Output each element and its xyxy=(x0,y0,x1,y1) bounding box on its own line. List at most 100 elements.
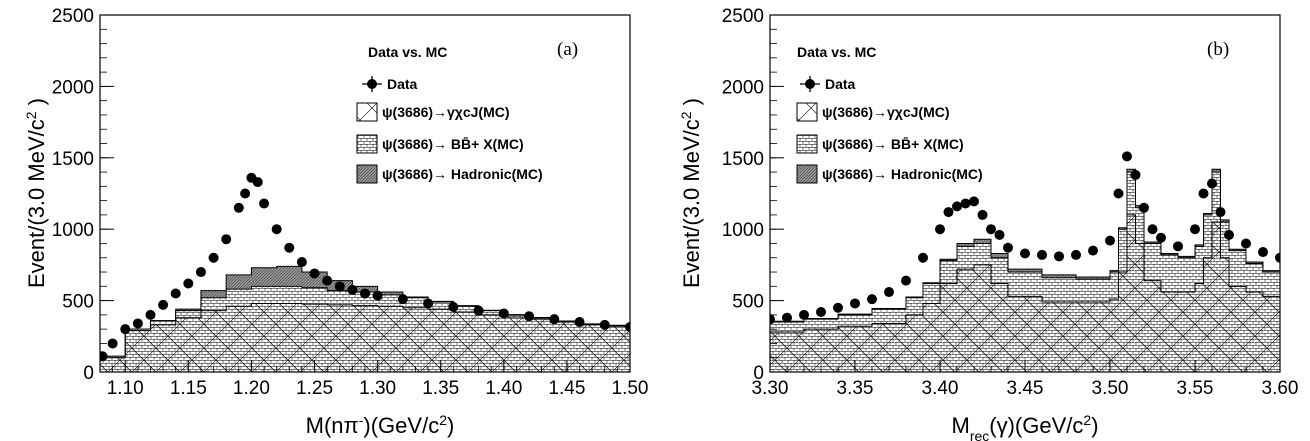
data-point xyxy=(935,224,945,235)
x-tick-label: 3.30 xyxy=(752,378,789,399)
chart-panel-a: 1.10 1.15 1.20 1.25 1.30 1.35 1.40 1.45 1.50 0 50… xyxy=(23,6,649,438)
x-tick-label: 1.25 xyxy=(296,378,333,399)
plot-area xyxy=(770,151,1280,372)
data-point xyxy=(1105,235,1115,246)
data-point xyxy=(360,288,370,299)
legend-bbbar-label: ψ(3686)→ BB̄+ X(MC) xyxy=(822,135,964,152)
data-point xyxy=(158,299,169,310)
x-tick-label: 3.55 xyxy=(1177,378,1214,399)
data-point xyxy=(1275,252,1280,263)
legend-hadronic-swatch xyxy=(356,164,378,184)
x-tick-label: 1.15 xyxy=(170,378,207,399)
legend: Data vs. MC Data ψ(3686)→γχcJ(MC) ψ(3686… xyxy=(356,44,543,184)
legend-chicj-swatch xyxy=(796,102,818,122)
x-tick-label: 1.10 xyxy=(107,378,144,399)
data-point xyxy=(284,242,295,253)
y-tick-label: 1500 xyxy=(52,149,94,170)
data-point xyxy=(952,201,962,212)
y-tick-label: 2500 xyxy=(722,6,764,27)
data-point xyxy=(816,307,826,318)
data-point xyxy=(448,302,459,313)
data-point xyxy=(969,196,979,207)
data-point xyxy=(498,308,509,319)
legend-data-marker-icon xyxy=(362,76,382,92)
data-point xyxy=(271,224,282,235)
x-tick-label: 1.20 xyxy=(233,378,270,399)
data-point xyxy=(994,229,1005,240)
data-point xyxy=(884,287,894,298)
x-axis-title: M(nπ-)(GeV/c2) xyxy=(306,412,455,438)
data-point xyxy=(1122,151,1132,162)
data-point xyxy=(782,312,792,323)
data-point xyxy=(986,224,996,235)
data-point xyxy=(183,278,194,289)
data-point xyxy=(1139,202,1149,213)
x-axis-title: Mrec(γ)(GeV/c2) xyxy=(951,412,1098,441)
data-point xyxy=(850,298,860,309)
data-point xyxy=(1147,224,1158,235)
data-point xyxy=(599,319,610,330)
x-tick-label: 1.30 xyxy=(359,378,396,399)
data-point xyxy=(901,275,911,286)
data-point xyxy=(799,309,809,320)
data-point xyxy=(960,198,971,209)
y-tick-label: 1000 xyxy=(52,220,94,241)
data-point xyxy=(397,294,408,305)
data-point xyxy=(1003,242,1013,253)
data-point xyxy=(977,209,988,220)
data-point xyxy=(1224,229,1234,240)
legend-bbbar-swatch xyxy=(796,134,818,154)
data-point xyxy=(574,317,585,328)
data-point xyxy=(100,351,108,362)
y-axis-ticks: 0 500 1000 1500 2000 2500 xyxy=(52,6,114,384)
chart-panel-b: 3.30 3.35 3.40 3.45 3.50 3.55 3.60 0 500 1000 150… xyxy=(678,6,1298,441)
data-point xyxy=(309,268,320,279)
data-point xyxy=(1071,249,1081,260)
data-point xyxy=(107,338,118,349)
x-tick-label: 1.50 xyxy=(612,378,649,399)
x-tick-label: 3.35 xyxy=(837,378,874,399)
data-point xyxy=(195,267,206,278)
data-point xyxy=(1054,251,1064,262)
legend-data-label: Data xyxy=(387,76,418,92)
data-point xyxy=(1207,178,1217,189)
legend-chicj-label: ψ(3686)→γχcJ(MC) xyxy=(822,104,950,120)
legend-title: Data vs. MC xyxy=(368,44,447,60)
data-point xyxy=(1215,207,1226,218)
legend-chicj-swatch xyxy=(356,102,378,122)
legend-data-marker-icon xyxy=(800,76,820,92)
data-points xyxy=(770,151,1280,325)
data-point xyxy=(145,309,156,320)
data-point xyxy=(1173,241,1183,252)
y-tick-label: 1500 xyxy=(722,149,764,170)
x-tick-label: 3.50 xyxy=(1092,378,1129,399)
data-point xyxy=(549,314,560,325)
panel-label: (b) xyxy=(1207,39,1229,60)
data-point xyxy=(1190,224,1200,235)
data-point xyxy=(1037,249,1047,260)
data-point xyxy=(943,207,954,218)
data-point xyxy=(252,177,263,188)
x-tick-label: 3.40 xyxy=(922,378,959,399)
data-point xyxy=(1113,188,1124,199)
data-point xyxy=(1198,188,1209,199)
legend-data-label: Data xyxy=(825,76,856,92)
data-point xyxy=(1241,238,1251,249)
data-point xyxy=(221,234,232,245)
data-point xyxy=(334,281,345,292)
y-axis-title: Event/(3.0 MeV/c2 ) xyxy=(23,98,49,288)
y-tick-label: 500 xyxy=(62,292,94,313)
legend-hadronic-label: ψ(3686)→ Hadronic(MC) xyxy=(822,166,983,182)
data-points xyxy=(100,172,630,362)
x-tick-label: 3.45 xyxy=(1007,378,1044,399)
data-point xyxy=(833,302,843,313)
data-point xyxy=(208,252,219,263)
data-point xyxy=(1020,248,1030,259)
data-point xyxy=(1156,232,1166,243)
data-point xyxy=(423,298,434,309)
data-point xyxy=(259,198,270,209)
x-tick-label: 1.40 xyxy=(485,378,522,399)
legend-hadronic-swatch xyxy=(796,164,818,184)
data-point xyxy=(233,202,244,213)
x-axis-ticks: 3.30 3.35 3.40 3.45 3.50 3.55 3.60 xyxy=(752,360,1298,399)
